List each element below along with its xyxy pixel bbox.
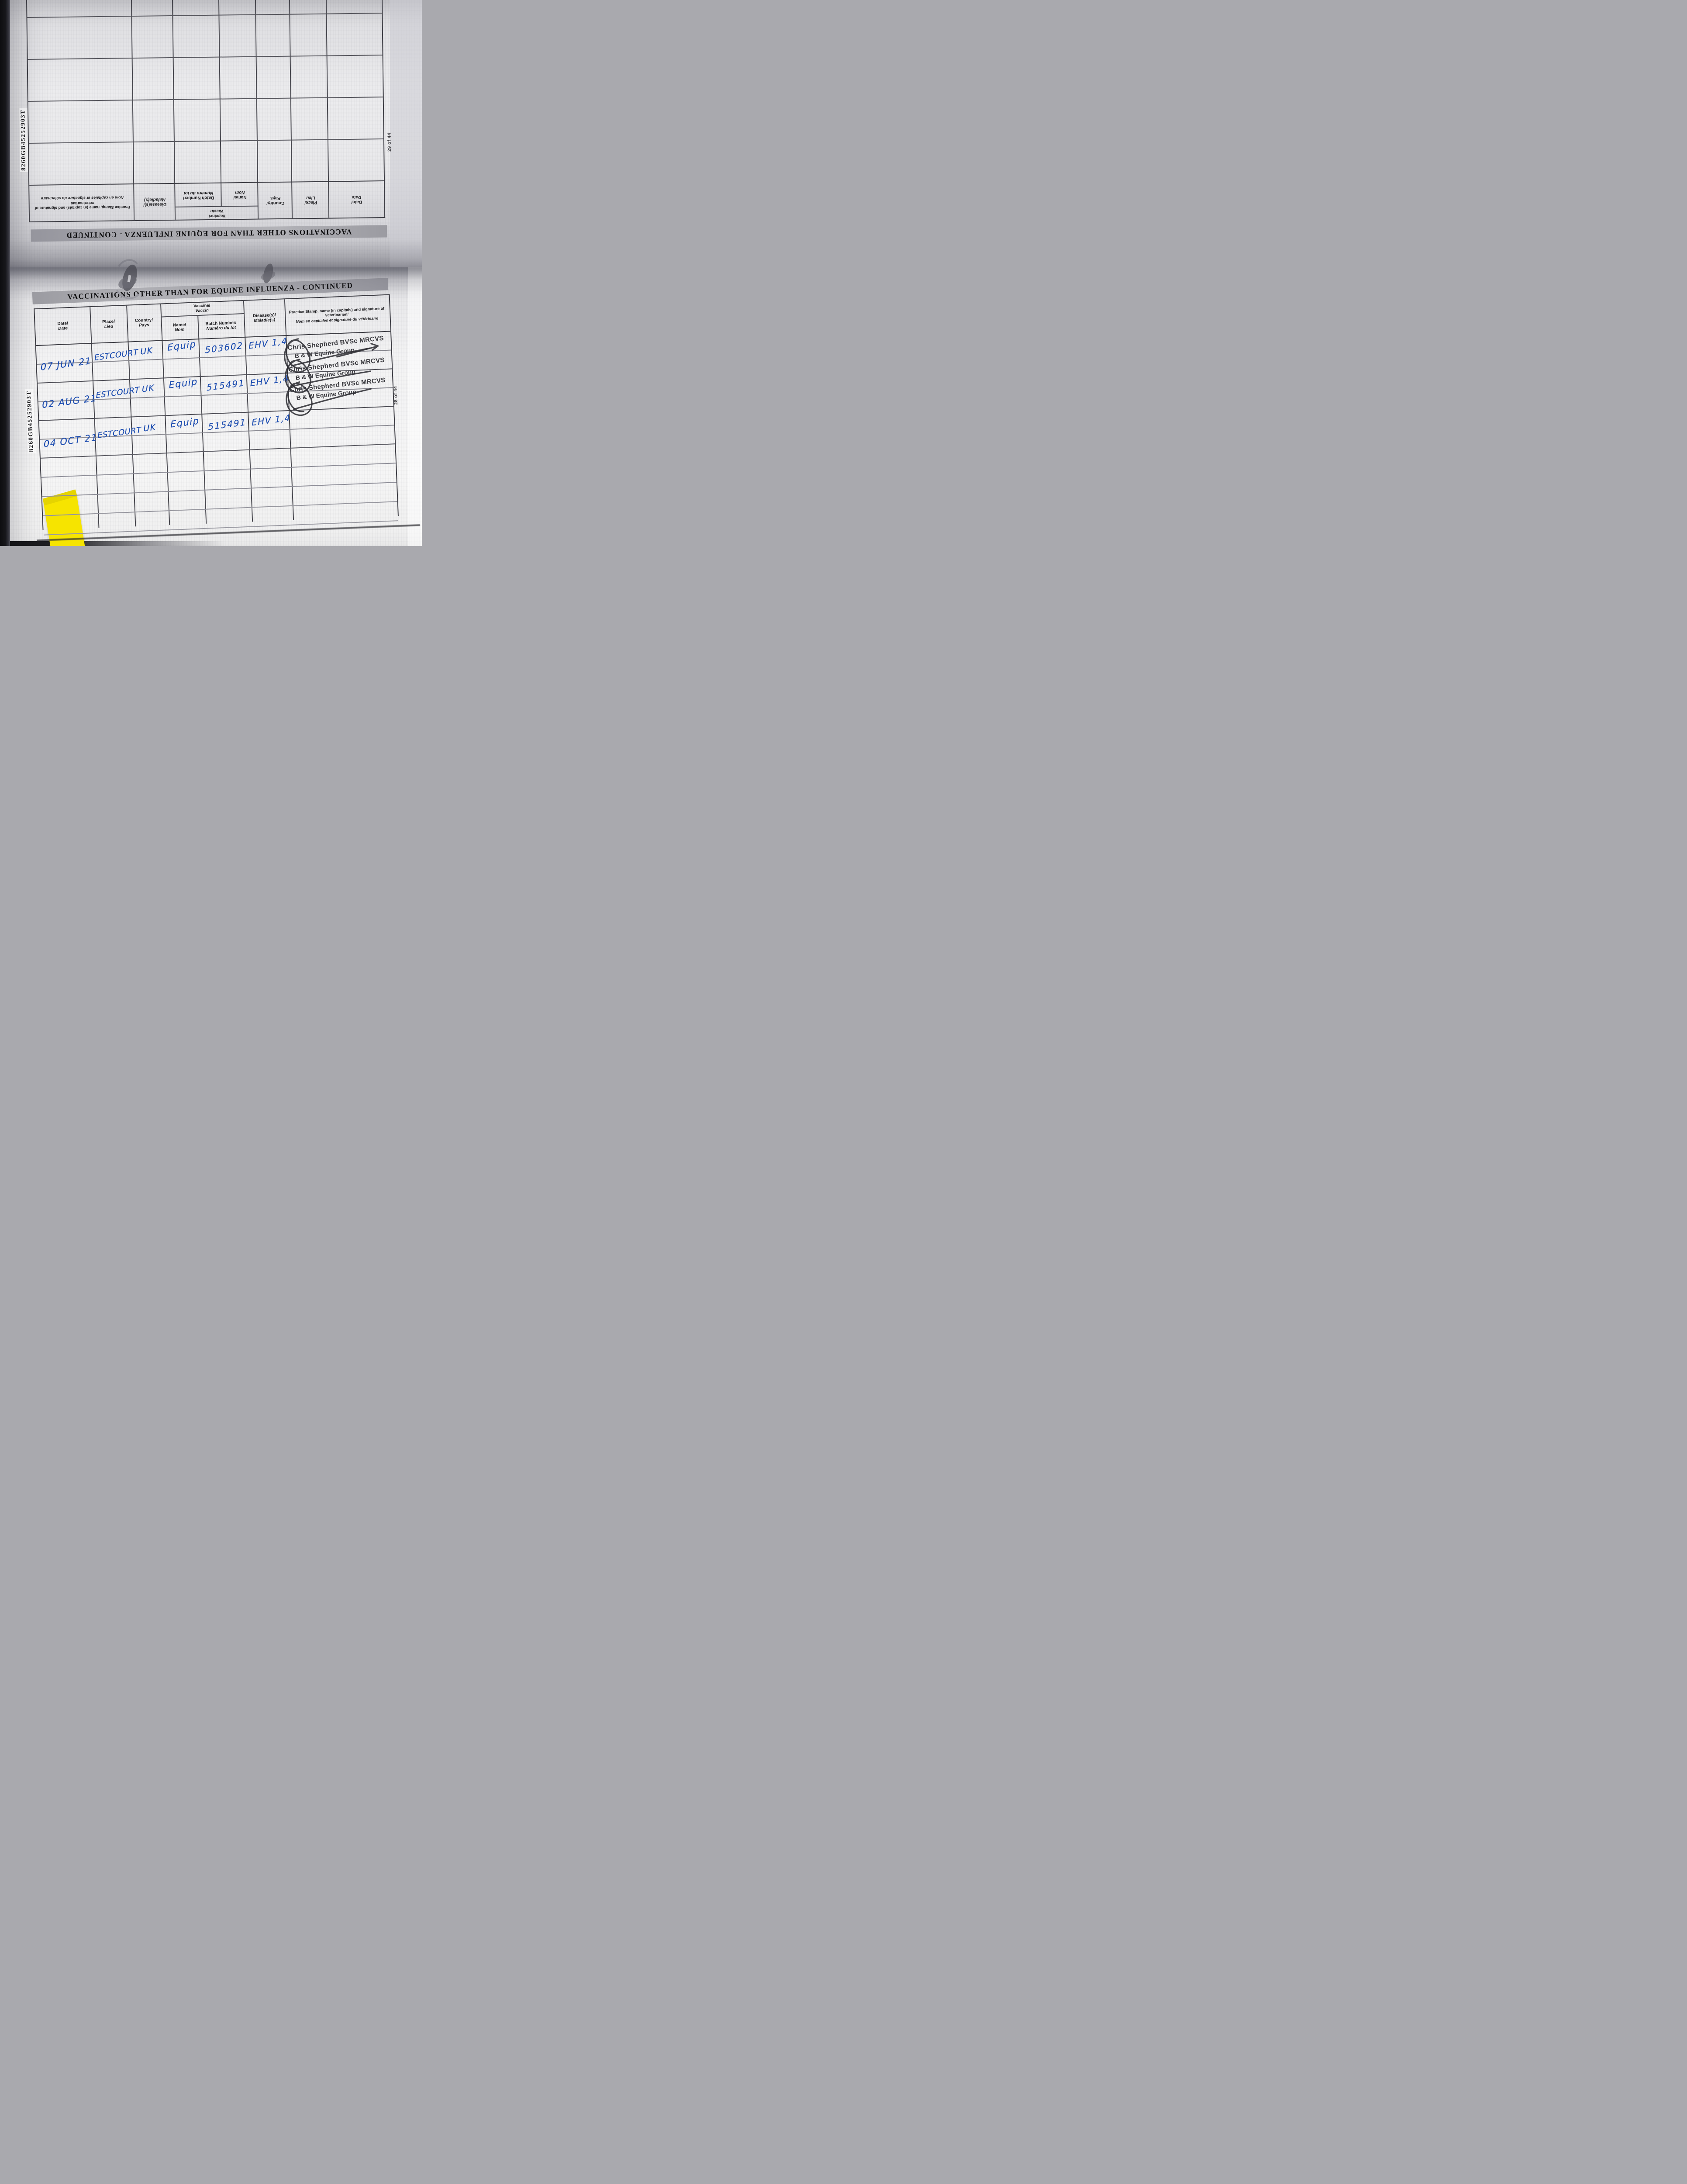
- header-place-fr: Lieu: [306, 195, 315, 200]
- vaccination-table: Date/ Date Place/ Lieu Country/ Pays Vac…: [34, 294, 399, 536]
- scan-bottom-edge: [0, 541, 245, 546]
- header-stamp-fr: Nom en capitales et signature du vétérin…: [41, 195, 124, 201]
- column-header-batch: Batch Number/ Numéro du lot: [197, 313, 245, 339]
- entry-place-value: ESTCOURT: [94, 348, 138, 363]
- page-number: 29 of 44: [386, 132, 392, 152]
- header-country-fr: Pays: [270, 195, 281, 201]
- entry-batch-value: 515491: [208, 417, 247, 432]
- column-header-stamp: Practice Stamp, name (in capitals) and s…: [30, 184, 135, 221]
- header-date-en: Date/: [351, 199, 362, 205]
- header-place-en: Place/: [304, 200, 317, 205]
- column-header-place: Place/ Lieu: [292, 182, 329, 218]
- entry-place-value: ESTCOURT: [97, 425, 142, 441]
- grid-line: [43, 501, 397, 516]
- entry-country-value: UK: [141, 383, 155, 394]
- header-vaccine-fr: Vaccin: [195, 308, 209, 314]
- entry-date-value: 04 OCT 21: [43, 432, 98, 450]
- header-name-fr: Nom: [235, 190, 245, 195]
- document-code: 8260GB45252903T: [19, 108, 28, 172]
- column-header-disease: Disease(s)/ Maladie(s): [243, 299, 286, 337]
- grid-line: [27, 13, 382, 18]
- page-number: 28 of 44: [393, 386, 399, 405]
- column-header-country: Country/ Pays: [126, 304, 162, 342]
- binding-staple: [116, 259, 140, 299]
- stamp-arrow: [336, 343, 379, 358]
- entry-place-value: ESTCOURT: [96, 385, 140, 401]
- header-vaccine-en: Vaccine/: [208, 213, 226, 218]
- header-country-fr: Pays: [139, 322, 149, 328]
- column-header-vaccine: Vaccine/ Vaccin: [176, 207, 259, 220]
- entry-country-value: UK: [140, 346, 154, 357]
- grid-line: [42, 482, 397, 497]
- header-disease-fr: Maladie(s): [254, 318, 276, 324]
- binding-staple: [261, 263, 276, 283]
- header-date-fr: Date: [58, 326, 68, 332]
- column-header-batch: Batch Number/ Numéro du lot: [175, 183, 222, 207]
- column-header-date: Date/ Date: [34, 307, 91, 345]
- header-disease-en: Disease(s)/: [143, 202, 167, 207]
- grid-line: [28, 55, 383, 60]
- entry-vaccine-name-value: Equip: [170, 415, 200, 430]
- header-batch-fr: Numéro du lot: [183, 190, 214, 196]
- header-batch-fr: Numéro du lot: [206, 325, 236, 332]
- grid-line: [218, 0, 222, 207]
- entry-batch-value: 503602: [205, 340, 244, 356]
- page-edge-shade: [390, 0, 422, 267]
- vaccination-table-top: Date/ Date Place/ Lieu Country/ Pays Vac…: [26, 0, 386, 222]
- header-name-fr: Nom: [175, 327, 185, 333]
- entry-country-value: UK: [143, 422, 157, 434]
- header-place-fr: Lieu: [104, 324, 114, 329]
- header-country-en: Country/: [266, 200, 285, 206]
- column-header-place: Place/ Lieu: [90, 306, 128, 343]
- page-edge-light: [408, 267, 422, 546]
- entry-vaccine-name-value: Equip: [167, 339, 197, 353]
- grid-line: [28, 138, 383, 144]
- practice-stamp: Chris Shepherd BVSc MRCVS B & W Equine G…: [286, 376, 393, 416]
- scanned-passport-spread: VACCINATIONS OTHER THAN FOR EQUINE INFLU…: [0, 0, 422, 546]
- column-header-country: Country/ Pays: [258, 183, 293, 219]
- entry-vaccine-name-value: Equip: [169, 376, 198, 390]
- entry-date-value: 02 AUG 21: [41, 393, 97, 411]
- header-disease-fr: Maladie(s): [144, 197, 166, 202]
- top-page: VACCINATIONS OTHER THAN FOR EQUINE INFLU…: [22, 0, 390, 244]
- entry-batch-value: 515491: [206, 377, 245, 393]
- column-header-name: Name/ Nom: [161, 315, 198, 340]
- section-banner-title: VACCINATIONS OTHER THAN FOR EQUINE INFLU…: [66, 228, 352, 240]
- header-country-en: Country/: [135, 318, 153, 323]
- column-header-name: Name/ Nom: [221, 183, 259, 207]
- header-date-fr: Date: [352, 194, 362, 200]
- header-stamp-en: Practice Stamp, name (in capitals) and s…: [34, 201, 131, 211]
- signature-scribble: [286, 381, 372, 416]
- signature-scribble: [284, 338, 379, 373]
- grid-line: [41, 463, 396, 478]
- practice-stamp: Chris Shepherd BVSc MRCVS B & W Equine G…: [284, 334, 391, 373]
- book-spine-edge: [0, 0, 10, 546]
- header-vaccine-fr: Vaccin: [210, 208, 224, 214]
- column-header-disease: Disease(s)/ Maladie(s): [134, 184, 176, 220]
- column-header-date: Date/ Date: [329, 181, 384, 218]
- header-name-en: Name/: [233, 195, 247, 200]
- grid-line: [28, 97, 383, 102]
- bottom-page: VACCINATIONS OTHER THAN FOR EQUINE INFLU…: [25, 270, 420, 546]
- header-batch-en: Batch Number/: [183, 195, 214, 200]
- section-banner: VACCINATIONS OTHER THAN FOR EQUINE INFLU…: [31, 225, 387, 242]
- bottom-page-paper: [10, 267, 422, 546]
- entry-date-value: 07 JUN 21: [40, 355, 92, 373]
